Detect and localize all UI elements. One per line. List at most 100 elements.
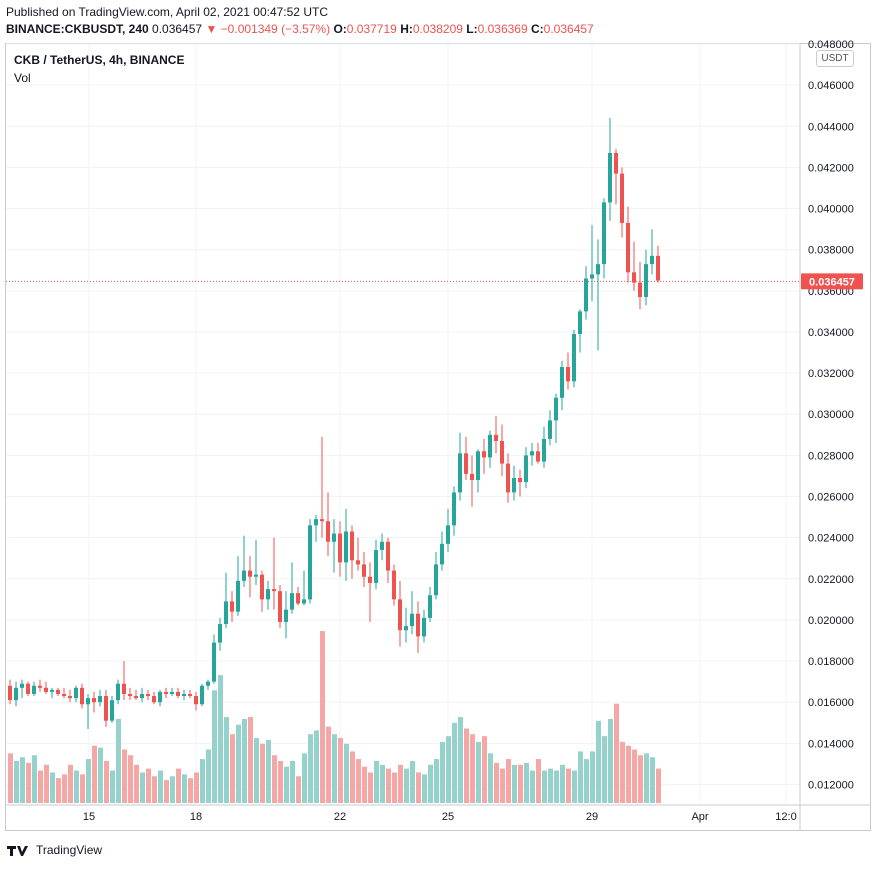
price-tick-label: 0.026000 — [808, 492, 854, 504]
price-tick-label: 0.048000 — [808, 39, 854, 51]
candle-body — [38, 685, 42, 688]
volume-bar — [614, 703, 619, 803]
volume-bar — [176, 768, 181, 803]
candle-body — [104, 696, 108, 721]
candle-body — [524, 455, 528, 483]
candle-body — [158, 691, 162, 703]
volume-bar — [152, 776, 157, 803]
footer-branding[interactable]: TradingView — [6, 841, 102, 859]
candle-body — [248, 570, 252, 577]
currency-badge[interactable]: USDT — [816, 50, 854, 67]
volume-bar — [128, 755, 133, 803]
candle-body — [92, 698, 96, 703]
volume-bar — [26, 762, 31, 803]
volume-bar — [404, 768, 409, 803]
candle-body — [512, 478, 516, 493]
candle-body — [542, 438, 546, 462]
candle-body — [548, 420, 552, 439]
candle-body — [392, 570, 396, 600]
candle-body — [476, 451, 480, 481]
volume-bar — [476, 741, 481, 803]
candle-body — [620, 173, 624, 223]
candle-body — [26, 683, 30, 694]
volume-bar — [254, 738, 259, 803]
volume-bar — [602, 736, 607, 803]
volume-bar — [308, 734, 313, 803]
candle-body — [452, 492, 456, 526]
candle-body — [110, 700, 114, 721]
candle-body — [386, 541, 390, 571]
price-tick-label: 0.044000 — [808, 121, 854, 133]
candle-body — [560, 366, 564, 398]
volume-bar — [332, 734, 337, 803]
candle-body — [566, 366, 570, 382]
price-tick-label: 0.046000 — [808, 80, 854, 92]
volume-bar — [560, 764, 565, 803]
price-tick-label: 0.030000 — [808, 409, 854, 421]
candle-body — [8, 685, 12, 701]
volume-bar — [344, 743, 349, 803]
volume-bar — [548, 768, 553, 803]
candle-body — [518, 478, 522, 483]
volume-bar — [242, 718, 247, 803]
volume-bar — [356, 759, 361, 803]
candle-body — [266, 589, 270, 600]
candle-body — [446, 525, 450, 544]
candle-body — [416, 613, 420, 637]
volume-bar — [266, 739, 271, 803]
volume-bar — [428, 764, 433, 803]
volume-bar — [206, 749, 211, 803]
candle-body — [374, 550, 378, 583]
volume-bar — [86, 759, 91, 803]
candle-body — [536, 451, 540, 462]
candle-body — [176, 691, 180, 697]
candle-body — [380, 541, 384, 550]
down-arrow-icon: ▼ — [205, 22, 218, 36]
low-value: 0.036369 — [477, 22, 528, 36]
candle-body — [152, 696, 156, 703]
volume-bar — [482, 736, 487, 803]
candle-body — [482, 451, 486, 458]
volume-bar — [278, 760, 283, 803]
volume-bar — [8, 753, 13, 803]
candle-body — [140, 693, 144, 699]
candle-body — [368, 576, 372, 583]
volume-bar — [554, 770, 559, 803]
candle-body — [332, 533, 336, 542]
candle-body — [458, 453, 462, 493]
candle-body — [86, 698, 90, 705]
price-tick-label: 0.018000 — [808, 656, 854, 668]
candle-body — [578, 311, 582, 335]
volume-bar — [14, 760, 19, 803]
published-info: Published on TradingView.com, April 02, … — [6, 5, 328, 19]
candle-body — [488, 434, 492, 458]
price-tick-label: 0.014000 — [808, 738, 854, 750]
volume-bar — [524, 762, 529, 803]
candle-body — [56, 689, 60, 694]
volume-bar — [38, 770, 43, 803]
candle-body — [134, 696, 138, 699]
candle-body — [170, 691, 174, 694]
volume-bar — [224, 717, 229, 803]
time-tick-label: 25 — [442, 811, 454, 823]
pane-title: CKB / TetherUS, 4h, BINANCE — [14, 53, 185, 67]
price-tick-label: 0.042000 — [808, 162, 854, 174]
time-tick-label: 22 — [334, 811, 346, 823]
candle-body — [530, 451, 534, 456]
candle-body — [434, 564, 438, 596]
volume-bar — [92, 745, 97, 803]
low-label: L: — [466, 22, 478, 36]
volume-bar — [536, 759, 541, 803]
volume-bar — [434, 759, 439, 803]
volume-legend: Vol — [14, 71, 31, 85]
candle-body — [278, 591, 282, 622]
volume-bar — [644, 753, 649, 803]
candle-body — [644, 264, 648, 297]
candle-body — [308, 525, 312, 600]
volume-bar — [284, 766, 289, 803]
candle-body — [20, 683, 24, 688]
volume-bar — [452, 722, 457, 803]
candle-body — [626, 222, 630, 273]
volume-bar — [134, 764, 139, 803]
